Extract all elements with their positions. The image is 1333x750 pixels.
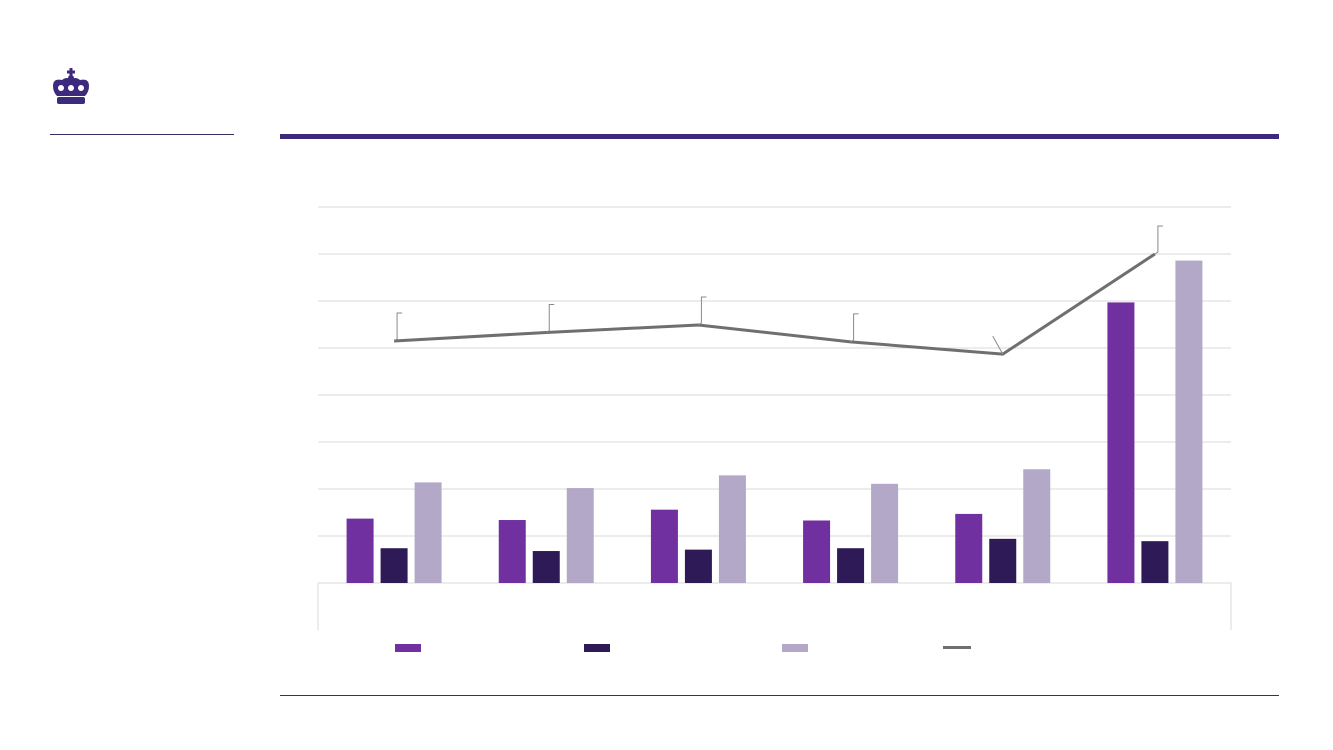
bar-series-3 <box>1175 260 1203 583</box>
bar-series-3 <box>718 475 746 583</box>
bar-series-2 <box>684 549 712 583</box>
legend-bar-key <box>584 644 610 652</box>
bar-series-2 <box>380 548 408 583</box>
bar-series-2 <box>837 548 865 583</box>
bar-series-3 <box>871 483 899 583</box>
bar-series-1 <box>650 509 678 583</box>
data-label-leader <box>393 312 403 342</box>
bar-series-2 <box>532 551 560 583</box>
bar-series-2 <box>989 538 1017 583</box>
legend-bar-key <box>782 644 808 652</box>
bar-series-3 <box>414 482 442 583</box>
chart-gridlines <box>317 206 1232 630</box>
legend-line-key <box>943 646 971 649</box>
line-series-4 <box>394 252 1156 356</box>
crown-icon <box>50 66 92 113</box>
data-label-leader <box>545 303 555 333</box>
legend-bar-key <box>395 644 421 652</box>
chart-data-label-leaders <box>393 225 1163 355</box>
bar-series-1 <box>803 520 831 583</box>
footer-divider <box>280 695 1279 696</box>
chart-legend <box>395 644 971 652</box>
data-label-leader <box>698 296 707 326</box>
chart-line-series <box>394 252 1156 356</box>
bar-series-2 <box>1141 541 1169 583</box>
data-label-leader <box>992 335 1004 355</box>
bar-series-3 <box>1023 469 1051 583</box>
bar-series-1 <box>346 518 374 583</box>
bar-series-1 <box>1107 302 1135 583</box>
left-divider <box>50 134 234 135</box>
data-label-leader <box>850 313 859 343</box>
data-label-leader <box>1154 225 1163 255</box>
bar-series-1 <box>955 513 983 583</box>
bar-series-1 <box>498 520 526 583</box>
title-divider <box>280 134 1279 139</box>
bar-series-3 <box>566 488 594 583</box>
crown-icon-graphic <box>53 68 89 104</box>
chart-bars <box>346 260 1203 583</box>
